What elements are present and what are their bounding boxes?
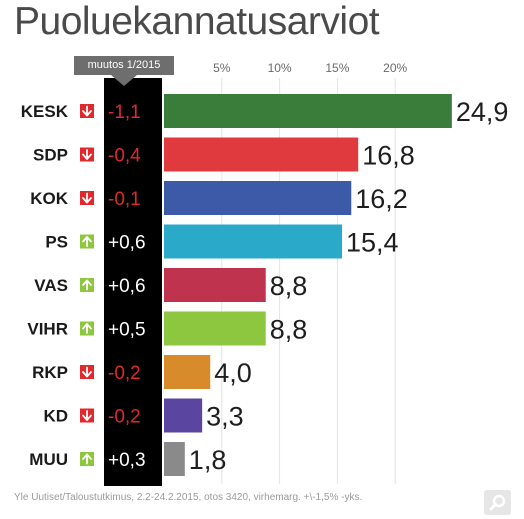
up-arrow-glyph <box>82 236 92 247</box>
value-label: 1,8 <box>189 445 227 475</box>
category-label: RKP <box>32 363 68 382</box>
down-arrow-glyph <box>82 410 92 421</box>
change-label: +0,3 <box>108 450 146 471</box>
change-header-pointer <box>111 75 137 86</box>
value-label: 16,8 <box>362 141 415 171</box>
value-label: 8,8 <box>270 315 308 345</box>
x-tick-label: 20% <box>383 61 407 75</box>
bar <box>164 224 343 259</box>
bar <box>164 311 266 346</box>
down-arrow-glyph <box>82 366 92 378</box>
up-arrow-glyph <box>82 453 92 465</box>
down-arrow-glyph <box>82 192 92 204</box>
up-arrow-glyph <box>82 279 92 291</box>
chart-title: Puoluekannatusarviot <box>14 0 380 43</box>
value-label: 8,8 <box>270 271 308 301</box>
source-note: Yle Uutiset/Taloustutkimus, 2.2-24.2.201… <box>14 492 363 503</box>
change-label: +0,6 <box>108 276 146 297</box>
value-label: 16,2 <box>355 184 408 214</box>
category-label: VAS <box>34 276 68 295</box>
change-label: -0,2 <box>108 363 141 384</box>
change-label: -0,4 <box>108 146 141 167</box>
bar <box>164 355 211 389</box>
down-arrow-glyph <box>82 105 92 117</box>
bar <box>164 181 352 215</box>
change-column-header: muutos 1/2015 <box>74 56 174 75</box>
magnifier-icon <box>489 494 506 511</box>
change-label: +0,5 <box>108 320 146 341</box>
category-label: SDP <box>33 146 68 165</box>
category-label: KESK <box>21 102 69 121</box>
value-label: 3,3 <box>206 402 244 432</box>
change-column <box>104 78 162 486</box>
value-label: 4,0 <box>214 358 252 388</box>
bar <box>164 137 359 172</box>
value-label: 15,4 <box>346 228 399 258</box>
x-tick-label: 10% <box>268 61 292 75</box>
value-label: 24,9 <box>456 97 509 127</box>
category-label: MUU <box>29 450 68 469</box>
bar <box>164 268 266 302</box>
category-label: KD <box>43 407 68 426</box>
down-arrow-glyph <box>82 149 92 160</box>
zoom-button[interactable] <box>484 490 511 515</box>
change-label: -0,2 <box>108 407 141 428</box>
bar <box>164 94 452 128</box>
change-label: -1,1 <box>108 102 141 123</box>
bar <box>164 398 203 433</box>
x-tick-label: 5% <box>213 61 231 75</box>
category-label: PS <box>45 233 68 252</box>
x-tick-label: 15% <box>325 61 349 75</box>
change-label: +0,6 <box>108 233 146 254</box>
bar <box>164 442 185 476</box>
category-label: VIHR <box>27 320 68 339</box>
category-label: KOK <box>30 189 69 208</box>
up-arrow-glyph <box>82 323 92 334</box>
change-label: -0,1 <box>108 189 141 210</box>
